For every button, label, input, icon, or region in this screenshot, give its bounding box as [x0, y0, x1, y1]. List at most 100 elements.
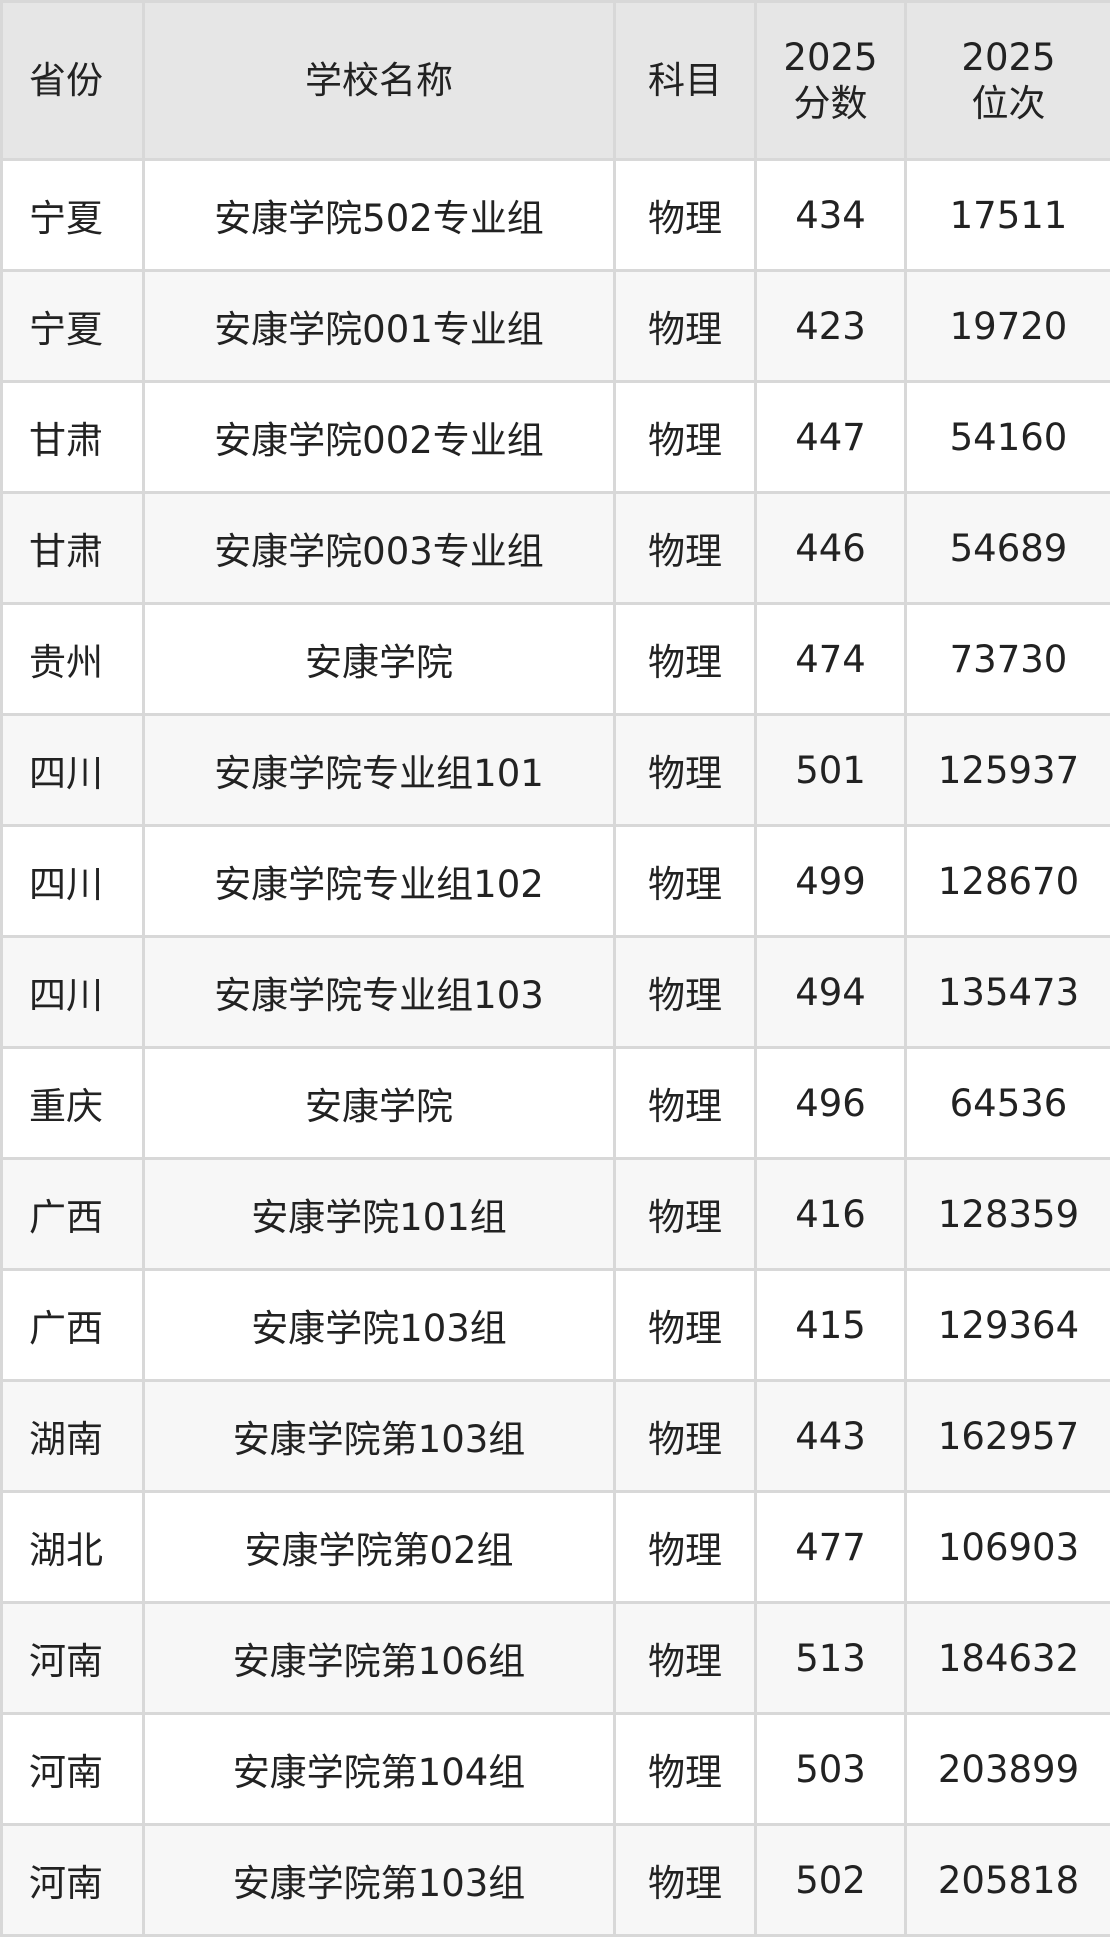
header-rank: 2025 位次 [904, 0, 1110, 161]
cell-score: 503 [754, 1712, 907, 1826]
table-row: 广西 安康学院103组 物理 415 129364 [0, 1268, 1110, 1382]
header-row: 省份 学校名称 科目 2025 分数 2025 位次 [0, 0, 1110, 161]
header-score-label: 分数 [793, 81, 868, 125]
header-school-name: 学校名称 [142, 0, 616, 161]
cell-province: 广西 [0, 1268, 145, 1382]
cell-province: 河南 [0, 1601, 145, 1715]
cell-rank: 54689 [904, 491, 1110, 605]
cell-school-name: 安康学院 [142, 602, 616, 716]
table-row: 四川 安康学院专业组101 物理 501 125937 [0, 713, 1110, 827]
cell-subject: 物理 [613, 1157, 757, 1271]
cell-rank: 129364 [904, 1268, 1110, 1382]
cell-rank: 203899 [904, 1712, 1110, 1826]
table-row: 甘肃 安康学院002专业组 物理 447 54160 [0, 380, 1110, 494]
header-province: 省份 [0, 0, 145, 161]
table-row: 河南 安康学院第103组 物理 502 205818 [0, 1823, 1110, 1937]
cell-school-name: 安康学院003专业组 [142, 491, 616, 605]
header-rank-year: 2025 [961, 35, 1056, 79]
table-row: 宁夏 安康学院001专业组 物理 423 19720 [0, 269, 1110, 383]
table-row: 四川 安康学院专业组102 物理 499 128670 [0, 824, 1110, 938]
cell-province: 宁夏 [0, 158, 145, 272]
cell-score: 416 [754, 1157, 907, 1271]
cell-subject: 物理 [613, 1712, 757, 1826]
cell-school-name: 安康学院502专业组 [142, 158, 616, 272]
cell-rank: 125937 [904, 713, 1110, 827]
table-row: 河南 安康学院第106组 物理 513 184632 [0, 1601, 1110, 1715]
cell-province: 湖南 [0, 1379, 145, 1493]
cell-subject: 物理 [613, 602, 757, 716]
cell-rank: 162957 [904, 1379, 1110, 1493]
cell-province: 河南 [0, 1712, 145, 1826]
cell-rank: 135473 [904, 935, 1110, 1049]
cell-rank: 106903 [904, 1490, 1110, 1604]
cell-subject: 物理 [613, 1601, 757, 1715]
cell-province: 湖北 [0, 1490, 145, 1604]
cell-province: 四川 [0, 713, 145, 827]
cell-score: 513 [754, 1601, 907, 1715]
header-rank-label: 位次 [971, 81, 1046, 125]
cell-score: 494 [754, 935, 907, 1049]
cell-school-name: 安康学院第106组 [142, 1601, 616, 1715]
cell-province: 河南 [0, 1823, 145, 1937]
cell-school-name: 安康学院专业组101 [142, 713, 616, 827]
cell-school-name: 安康学院第103组 [142, 1379, 616, 1493]
cell-school-name: 安康学院专业组103 [142, 935, 616, 1049]
table-row: 四川 安康学院专业组103 物理 494 135473 [0, 935, 1110, 1049]
cell-school-name: 安康学院001专业组 [142, 269, 616, 383]
cell-subject: 物理 [613, 269, 757, 383]
cell-score: 443 [754, 1379, 907, 1493]
cell-rank: 128670 [904, 824, 1110, 938]
cell-province: 宁夏 [0, 269, 145, 383]
cell-rank: 128359 [904, 1157, 1110, 1271]
cell-province: 广西 [0, 1157, 145, 1271]
table-row: 河南 安康学院第104组 物理 503 203899 [0, 1712, 1110, 1826]
cell-rank: 64536 [904, 1046, 1110, 1160]
cell-school-name: 安康学院103组 [142, 1268, 616, 1382]
cell-school-name: 安康学院第02组 [142, 1490, 616, 1604]
cell-score: 415 [754, 1268, 907, 1382]
cell-province: 甘肃 [0, 380, 145, 494]
cell-school-name: 安康学院101组 [142, 1157, 616, 1271]
table-row: 贵州 安康学院 物理 474 73730 [0, 602, 1110, 716]
cell-subject: 物理 [613, 713, 757, 827]
table-row: 湖南 安康学院第103组 物理 443 162957 [0, 1379, 1110, 1493]
cell-province: 甘肃 [0, 491, 145, 605]
cell-province: 四川 [0, 935, 145, 1049]
cell-rank: 73730 [904, 602, 1110, 716]
header-score-year: 2025 [783, 35, 878, 79]
cell-school-name: 安康学院第104组 [142, 1712, 616, 1826]
cell-subject: 物理 [613, 1379, 757, 1493]
header-province-label: 省份 [29, 58, 103, 102]
cell-rank: 17511 [904, 158, 1110, 272]
cell-school-name: 安康学院002专业组 [142, 380, 616, 494]
cell-score: 447 [754, 380, 907, 494]
cell-score: 423 [754, 269, 907, 383]
cell-score: 502 [754, 1823, 907, 1937]
cell-score: 474 [754, 602, 907, 716]
table-row: 宁夏 安康学院502专业组 物理 434 17511 [0, 158, 1110, 272]
cell-score: 434 [754, 158, 907, 272]
table-row: 湖北 安康学院第02组 物理 477 106903 [0, 1490, 1110, 1604]
cell-score: 501 [754, 713, 907, 827]
cell-subject: 物理 [613, 935, 757, 1049]
cell-school-name: 安康学院 [142, 1046, 616, 1160]
header-subject: 科目 [613, 0, 757, 161]
table-row: 广西 安康学院101组 物理 416 128359 [0, 1157, 1110, 1271]
cell-subject: 物理 [613, 158, 757, 272]
cell-rank: 54160 [904, 380, 1110, 494]
cell-rank: 184632 [904, 1601, 1110, 1715]
cell-score: 499 [754, 824, 907, 938]
cell-score: 477 [754, 1490, 907, 1604]
cell-subject: 物理 [613, 491, 757, 605]
cell-province: 四川 [0, 824, 145, 938]
cell-subject: 物理 [613, 1268, 757, 1382]
header-score: 2025 分数 [754, 0, 907, 161]
cell-subject: 物理 [613, 380, 757, 494]
cell-subject: 物理 [613, 1490, 757, 1604]
cell-score: 496 [754, 1046, 907, 1160]
cell-subject: 物理 [613, 824, 757, 938]
table-row: 重庆 安康学院 物理 496 64536 [0, 1046, 1110, 1160]
header-school-label: 学校名称 [305, 58, 453, 102]
cell-score: 446 [754, 491, 907, 605]
